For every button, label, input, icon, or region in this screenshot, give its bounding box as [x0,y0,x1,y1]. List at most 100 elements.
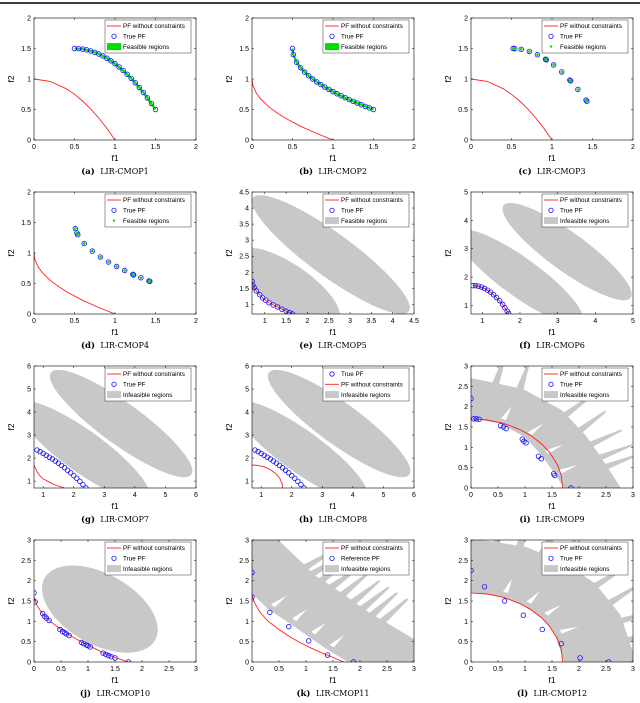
y-tick-label: 3 [245,433,249,440]
legend-label: True PF [123,208,146,215]
true-pf-point [253,288,259,294]
feasible-point [132,273,135,277]
true-pf-point [75,45,82,52]
legend-gray-patch-icon [107,565,121,573]
legend-label: Infeasible regions [123,392,172,399]
pf-without-constraints-line [252,594,344,662]
true-pf-point [606,659,612,662]
plot-area [252,195,410,314]
legend-blue-circle-icon [111,381,117,387]
true-pf-point [350,659,357,662]
panel-l: 0 0.5 1 1.5 2 2.5 3 0 0.5 1 1.5 2 2.5 3 f1 f2 PF without… [443,538,635,700]
true-pf-point [523,440,529,446]
region-tooth [515,366,530,391]
x-axis-label: f1 [548,675,555,685]
x-tick-label: 5 [163,492,167,499]
region-tooth [576,410,607,434]
legend: PF without constraints True PF Infeasible … [541,541,629,576]
legend-label: PF without constraints [560,371,622,378]
x-tick-label: 0.5 [70,318,80,325]
y-tick-label: 2 [27,456,31,463]
y-tick-label: 2 [464,16,468,23]
y-axis-label: f2 [443,423,453,430]
x-tick-label: 1 [331,144,335,151]
true-pf-point [103,651,109,657]
axes-box [470,191,634,315]
feasible-point [115,265,118,268]
x-tick-label: 1 [304,666,308,673]
true-pf-point [130,272,137,278]
panel-caption: (a) LIR-CMOP1 [81,166,149,177]
x-tick-label: 3 [631,666,635,673]
true-pf-point [147,278,153,285]
y-tick-label: 5 [27,387,31,394]
panel-caption: (b) LIR-CMOP2 [299,166,367,177]
true-pf-point [289,311,296,314]
plot-area [34,45,159,140]
caption-label: (g) [81,514,95,525]
y-tick-label: 1 [27,251,31,258]
legend-box [541,19,629,54]
pf-without-constraints-line [34,252,116,314]
true-pf-point [471,282,476,289]
true-pf-point [286,623,292,630]
y-tick-label: 1 [245,619,249,626]
pf-without-constraints-line [34,464,65,488]
plot-area [471,45,590,140]
x-tick-label: 2 [194,144,198,151]
legend-label: PF without constraints [560,197,622,204]
true-pf-point [322,84,328,90]
y-tick-label: 3 [27,538,31,545]
true-pf-point [267,609,273,616]
x-axis-label: f1 [548,153,555,163]
true-pf-point [128,75,134,82]
legend-box [104,193,192,228]
panel-e: 1 1.5 2 2.5 3 3.5 4 4.5 1 1.5 2 2.5 3 3.5 4 4.5 f1 f2 PF w… [224,190,419,352]
true-pf-point [140,89,147,96]
caption-label: (f) [519,340,531,351]
legend-blue-circle-icon [329,33,335,39]
x-tick-label: 1.5 [110,666,120,673]
y-tick-label: 1 [27,479,31,486]
y-tick-label: 1.5 [458,599,468,606]
true-pf-point [306,73,312,79]
y-axis-label: f2 [224,249,234,256]
feasible-point [585,99,589,103]
panel-i: 0 0.5 1 1.5 2 2.5 3 0 0.5 1 1.5 2 2.5 3 f1 f2 PF without… [443,364,635,526]
caption-name: LIR-CMOP8 [319,515,368,524]
true-pf-point [505,310,512,314]
caption-name: LIR-CMOP7 [100,515,149,524]
y-tick-label: 0.5 [21,107,31,114]
caption-label: (l) [517,688,528,699]
y-tick-label: 1.5 [21,599,31,606]
true-pf-point [77,478,83,485]
x-tick-label: 4 [593,318,597,325]
caption-name: LIR-CMOP11 [316,689,370,698]
y-tick-label: 4 [245,206,249,213]
y-tick-label: 1.5 [239,46,249,53]
region-tooth [338,572,370,598]
true-pf-point [252,282,256,288]
caption-name: LIR-CMOP4 [100,341,149,350]
legend: PF without constraints True PF Feasible re… [322,19,410,54]
true-pf-point [136,84,142,91]
legend-label: PF without constraints [123,371,185,378]
true-pf-point [552,472,558,479]
region-ellipse [49,369,193,478]
caption-name: LIR-CMOP2 [318,167,367,176]
y-tick-label: 1.5 [21,46,31,53]
region-ellipse [471,230,583,314]
x-tick-label: 0.5 [288,144,298,151]
legend-green-dot-icon [549,45,553,48]
x-tick-label: 3 [412,666,416,673]
legend-blue-circle-icon [329,371,335,377]
panel-j: 0 0.5 1 1.5 2 2.5 3 0 0.5 1 1.5 2 2.5 3 f1 f2 PF without… [6,538,198,700]
region-notch [501,406,512,421]
legend-label: Feasible regions [341,218,387,225]
x-tick-label: 2 [290,492,294,499]
true-pf-point [105,259,112,265]
feasible-point [99,255,102,259]
legend: True PF PF without constraints Infeasible … [322,367,410,402]
x-tick-label: 1 [523,666,527,673]
y-tick-label: 0.5 [239,639,249,646]
